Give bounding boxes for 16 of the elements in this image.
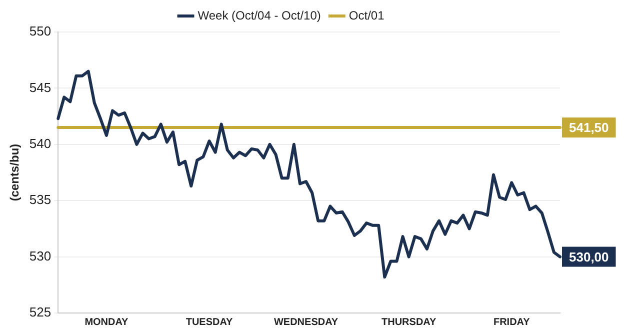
legend-label: Oct/01 xyxy=(348,8,385,22)
x-tick-label: FRIDAY xyxy=(493,316,530,328)
x-tick-label: TUESDAY xyxy=(186,316,234,328)
data-label: 530,00 xyxy=(569,249,609,264)
x-tick-label: MONDAY xyxy=(84,316,129,328)
x-tick-label: WEDNESDAY xyxy=(274,316,338,328)
y-tick-label: 535 xyxy=(29,192,52,208)
y-tick-label: 525 xyxy=(29,304,52,320)
legend-label: Week (Oct/04 - Oct/10) xyxy=(198,8,321,22)
data-label: 541,50 xyxy=(569,120,609,136)
x-tick-label: THURSDAY xyxy=(382,316,436,328)
y-tick-label: 530 xyxy=(29,248,52,264)
y-tick-label: 550 xyxy=(29,24,52,39)
y-axis-title: (cents/bu) xyxy=(8,144,22,202)
y-tick-label: 545 xyxy=(29,80,52,95)
y-tick-label: 540 xyxy=(29,136,52,151)
